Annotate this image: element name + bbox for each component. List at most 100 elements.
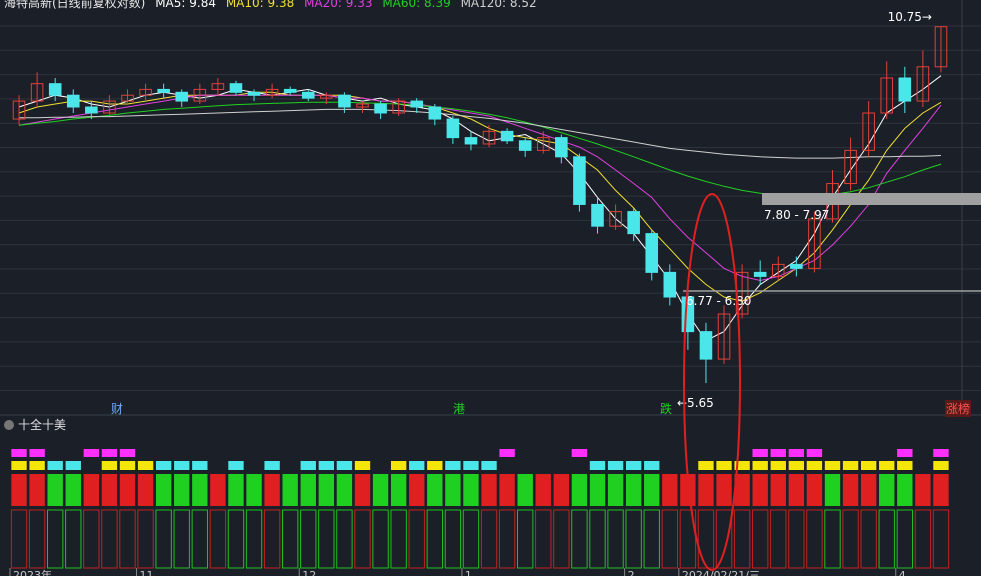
signal-magenta <box>499 449 515 457</box>
zone-lower-label: 6.77 - 6.80 <box>686 294 751 308</box>
signal-grid <box>119 509 136 569</box>
candle-down <box>157 88 170 93</box>
signal-bar <box>29 474 45 506</box>
x-tick-label: 12 <box>302 569 316 576</box>
marker-gang[interactable]: 港 <box>453 402 466 416</box>
candle-up <box>265 88 279 96</box>
signal-bar <box>517 474 533 506</box>
candle-down <box>283 88 297 93</box>
signal-yellow <box>860 461 877 470</box>
signal-yellow <box>119 461 136 470</box>
signal-bar <box>264 474 280 506</box>
signal-bar <box>11 474 27 506</box>
signal-cyan <box>336 461 353 470</box>
signal-grid <box>318 509 335 569</box>
low-price-label: ←5.65 <box>677 396 714 410</box>
signal-yellow <box>842 461 859 470</box>
ma-line-ma60 <box>18 101 942 197</box>
signal-bar <box>788 474 805 506</box>
candle-up <box>211 83 225 90</box>
signal-grid <box>643 509 660 569</box>
signal-magenta <box>788 449 805 457</box>
candle-down <box>301 91 315 99</box>
signal-yellow <box>806 461 823 470</box>
grid <box>0 0 981 416</box>
stock-title: 海特高新(日线前复权对数) <box>4 0 146 10</box>
candle-down <box>898 77 912 102</box>
signal-bar <box>680 474 696 506</box>
candle-up <box>808 218 821 269</box>
signal-grid <box>47 509 64 569</box>
signal-grid <box>282 509 299 569</box>
signal-cyan <box>589 461 606 470</box>
candle-up <box>12 100 26 120</box>
collapse-icon[interactable] <box>4 420 14 430</box>
signal-grid <box>444 509 462 569</box>
signal-cyan <box>625 461 642 470</box>
signal-grid <box>842 509 859 569</box>
signal-grid <box>607 509 624 569</box>
indicator-header[interactable]: 十全十美 <box>4 416 66 433</box>
x-tick-label: 2 <box>628 569 635 576</box>
signal-bar <box>915 474 931 506</box>
signal-bar <box>625 474 642 506</box>
signal-bar <box>644 474 660 506</box>
candle-down <box>591 203 604 227</box>
signal-grid <box>480 509 498 569</box>
signal-bar <box>65 474 81 506</box>
signal-bar <box>571 474 588 506</box>
candle-down <box>338 94 351 108</box>
signal-cyan <box>607 461 624 470</box>
signal-grid <box>83 509 100 569</box>
zone-upper-label: 7.80 - 7.97 <box>764 208 829 222</box>
signal-bar <box>752 474 768 506</box>
signal-grid <box>227 509 245 569</box>
signal-bar <box>228 474 244 506</box>
candle-up <box>392 100 405 114</box>
signal-bar <box>806 474 823 506</box>
signal-grid <box>715 509 733 569</box>
signal-bar <box>83 474 100 506</box>
candle-down <box>753 271 767 277</box>
candle-down <box>500 130 514 142</box>
marker-cai[interactable]: 财 <box>111 402 124 416</box>
ma20-label: MA20: 9.33 <box>304 0 373 10</box>
signal-bar <box>445 474 461 506</box>
candle-up <box>121 94 134 102</box>
signal-magenta <box>29 449 45 457</box>
marker-zhang[interactable]: 涨榜 <box>945 400 972 417</box>
signal-grid <box>914 509 932 569</box>
candle-down <box>464 137 478 145</box>
candle-up <box>30 83 44 102</box>
signal-grid <box>101 509 118 569</box>
signal-bar <box>101 474 118 506</box>
signal-magenta <box>83 449 100 457</box>
signal-bar <box>734 474 750 506</box>
signal-bar <box>535 474 551 506</box>
ma-line-ma20 <box>18 94 942 282</box>
candle-up <box>609 211 622 227</box>
signal-bar <box>409 474 425 506</box>
signal-bar <box>589 474 606 506</box>
signal-bar <box>372 474 389 506</box>
signal-magenta <box>11 449 27 457</box>
signal-grid <box>661 509 678 569</box>
signal-grid <box>733 509 751 569</box>
signal-grid <box>191 509 208 569</box>
signal-bar <box>336 474 353 506</box>
signal-grid <box>263 509 281 569</box>
signal-grid <box>336 509 353 569</box>
ma-line-ma5 <box>18 75 942 342</box>
marker-die[interactable]: 跌 <box>660 402 673 416</box>
signal-yellow <box>137 461 154 470</box>
signal-grid <box>553 509 570 569</box>
candle-down <box>66 94 80 108</box>
signal-yellow <box>897 461 913 470</box>
signal-bar <box>192 474 208 506</box>
candle-up <box>862 112 875 151</box>
price-zones: 7.80 - 7.97 6.77 - 6.80 ←5.65 10.75→ <box>677 10 981 410</box>
signal-cyan <box>174 461 190 470</box>
signal-bar <box>933 474 949 506</box>
signal-grid <box>372 509 389 569</box>
